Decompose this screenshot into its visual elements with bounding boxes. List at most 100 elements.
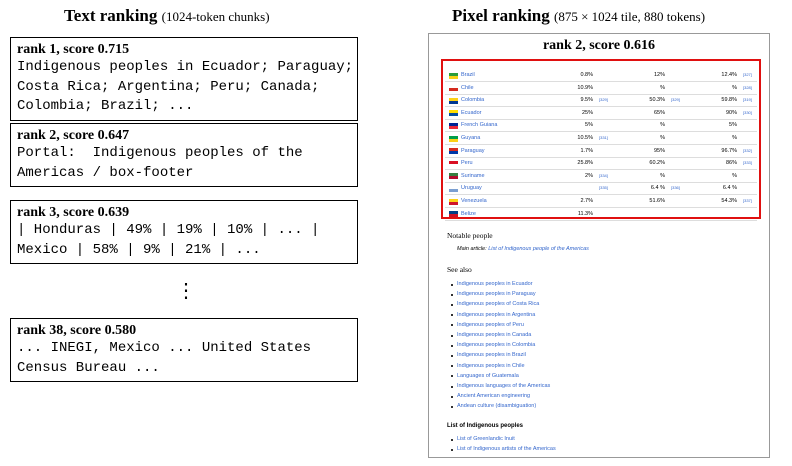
subtitle: (875 × 1024 tile, 880 tokens) xyxy=(554,9,706,24)
country-link: Suriname xyxy=(461,172,485,179)
cell: % xyxy=(660,122,665,129)
row-rule xyxy=(445,93,757,95)
cell: 1.7% xyxy=(580,147,593,154)
row-rule xyxy=(445,169,757,171)
bullet xyxy=(451,314,453,317)
subtitle: (1024-token chunks) xyxy=(161,9,270,24)
cell: 2.7% xyxy=(580,198,593,204)
country-link: Peru xyxy=(461,160,473,167)
bullet xyxy=(451,344,453,347)
see-also-link[interactable]: Indigenous peoples of Costa Rica xyxy=(457,301,540,308)
rank-label: rank 1, score 0.715 xyxy=(17,42,130,57)
article-link[interactable]: List of Indigenous people of the America… xyxy=(488,246,589,252)
flag xyxy=(449,135,458,142)
cell: 25% xyxy=(581,109,593,116)
chunk-line: ... INEGI, Mexico ... United States xyxy=(17,340,312,356)
row-rule xyxy=(445,144,757,145)
see-also-link[interactable]: Ancient American engineering xyxy=(457,393,531,400)
flag xyxy=(449,198,458,205)
chunk-line: Indigenous peoples in Ecuador; Paraguay; xyxy=(17,59,354,75)
reference: [327] xyxy=(743,72,752,77)
row-rule xyxy=(445,207,757,208)
see-also-link[interactable]: Indigenous peoples in Colombia xyxy=(457,342,536,349)
reference: [329] xyxy=(671,97,680,103)
cell: 6.4 % xyxy=(722,185,737,192)
cell: 86% xyxy=(725,160,737,167)
list-link[interactable]: List of Greenlandic Inuit xyxy=(457,436,515,442)
list-link[interactable]: List of Indigenous artists of the Americ… xyxy=(457,446,556,453)
bullet xyxy=(451,293,453,296)
cell: 2% xyxy=(585,172,593,179)
ellipsis: ⋮ xyxy=(176,280,196,302)
country-link: Brazil xyxy=(461,72,475,78)
chunk-line: Census Bureau ... xyxy=(17,359,160,376)
cell: 51.6% xyxy=(649,198,665,204)
row-rule xyxy=(445,181,757,183)
country-link: Uruguay xyxy=(461,185,482,192)
main-article: Main article: List of Indigenous people … xyxy=(457,246,589,253)
row-rule xyxy=(445,219,757,221)
see-also-link[interactable]: Indigenous peoples in Argentina xyxy=(457,311,536,318)
reference: [329] xyxy=(599,97,608,103)
see-also-link[interactable]: Indigenous peoples in Paraguay xyxy=(457,291,536,298)
cell: 12.4% xyxy=(721,72,737,78)
title: Pixel ranking xyxy=(452,6,550,25)
chunk-line: | Honduras | 49% | 19% | 10% | ... | xyxy=(17,222,320,238)
cell: 10.9% xyxy=(577,84,593,91)
see-also-link[interactable]: Indigenous peoples in Canada xyxy=(457,332,532,338)
country-link: Guyana xyxy=(461,135,481,141)
country-link: Ecuador xyxy=(461,109,482,116)
chunk-line: Mexico | 58% | 9% | 21% | ... xyxy=(17,241,261,258)
bullet xyxy=(451,334,453,337)
row-rule xyxy=(445,81,757,82)
country-link: Paraguay xyxy=(461,147,485,154)
see-also-link[interactable]: Andean culture (disambiguation) xyxy=(457,403,537,410)
cell: % xyxy=(732,135,737,141)
reference: [333] xyxy=(743,160,752,166)
row-rule xyxy=(445,156,757,158)
flag xyxy=(449,110,458,117)
see-also-link[interactable]: Indigenous peoples of Peru xyxy=(457,321,524,328)
country-link: Colombia xyxy=(461,97,485,104)
cell: % xyxy=(660,135,665,141)
heading: rank 2, score 0.616 xyxy=(542,38,656,53)
cell: 6.4 % xyxy=(650,185,665,192)
bullet xyxy=(451,405,453,408)
see-also-link[interactable]: Indigenous peoples in Brazil xyxy=(457,352,526,359)
bullet xyxy=(451,365,453,368)
prefix: Main article: xyxy=(457,246,489,252)
see-also-link[interactable]: Indigenous languages of the Americas xyxy=(457,383,551,389)
bullet xyxy=(451,354,453,357)
flag xyxy=(449,97,458,104)
see-also-link[interactable]: Languages of Guatemala xyxy=(457,372,519,379)
country-link: Venezuela xyxy=(461,198,487,204)
title: Text ranking xyxy=(64,6,158,25)
reference: [319] xyxy=(743,97,752,103)
cell: 65% xyxy=(653,109,665,116)
cell: 5% xyxy=(729,122,737,129)
reference: [336] xyxy=(671,185,680,191)
result-box: rank 3, score 0.639 | Honduras | 49% | 19… xyxy=(10,200,358,264)
row-rule xyxy=(445,194,757,196)
chunk-line: Portal: Indigenous peoples of the xyxy=(17,145,303,161)
cell: 25.8% xyxy=(577,160,593,167)
rank-label: rank 38, score 0.580 xyxy=(17,323,137,338)
see-also-link[interactable]: Indigenous peoples in Chile xyxy=(457,362,525,369)
cell: 0.8% xyxy=(580,72,593,78)
reference: [328] xyxy=(743,84,752,90)
cell: 95% xyxy=(653,147,665,154)
cell: 10.5% xyxy=(577,135,593,141)
cell: 11.3% xyxy=(577,210,593,217)
left-title: Text ranking (1024-token chunks) xyxy=(64,6,270,26)
bullet xyxy=(451,303,453,306)
list-heading: List of Indigenous peoples xyxy=(447,423,524,429)
cell: 60.2% xyxy=(649,160,665,167)
section-heading: See also xyxy=(447,265,472,274)
see-also-link[interactable]: Indigenous peoples in Ecuador xyxy=(457,281,533,287)
chunk-line: Costa Rica; Argentina; Peru; Canada; xyxy=(17,78,320,95)
cell: % xyxy=(660,84,665,91)
reference: [330] xyxy=(743,109,752,115)
cell: 50.3% xyxy=(649,97,665,104)
bullet xyxy=(451,283,453,286)
